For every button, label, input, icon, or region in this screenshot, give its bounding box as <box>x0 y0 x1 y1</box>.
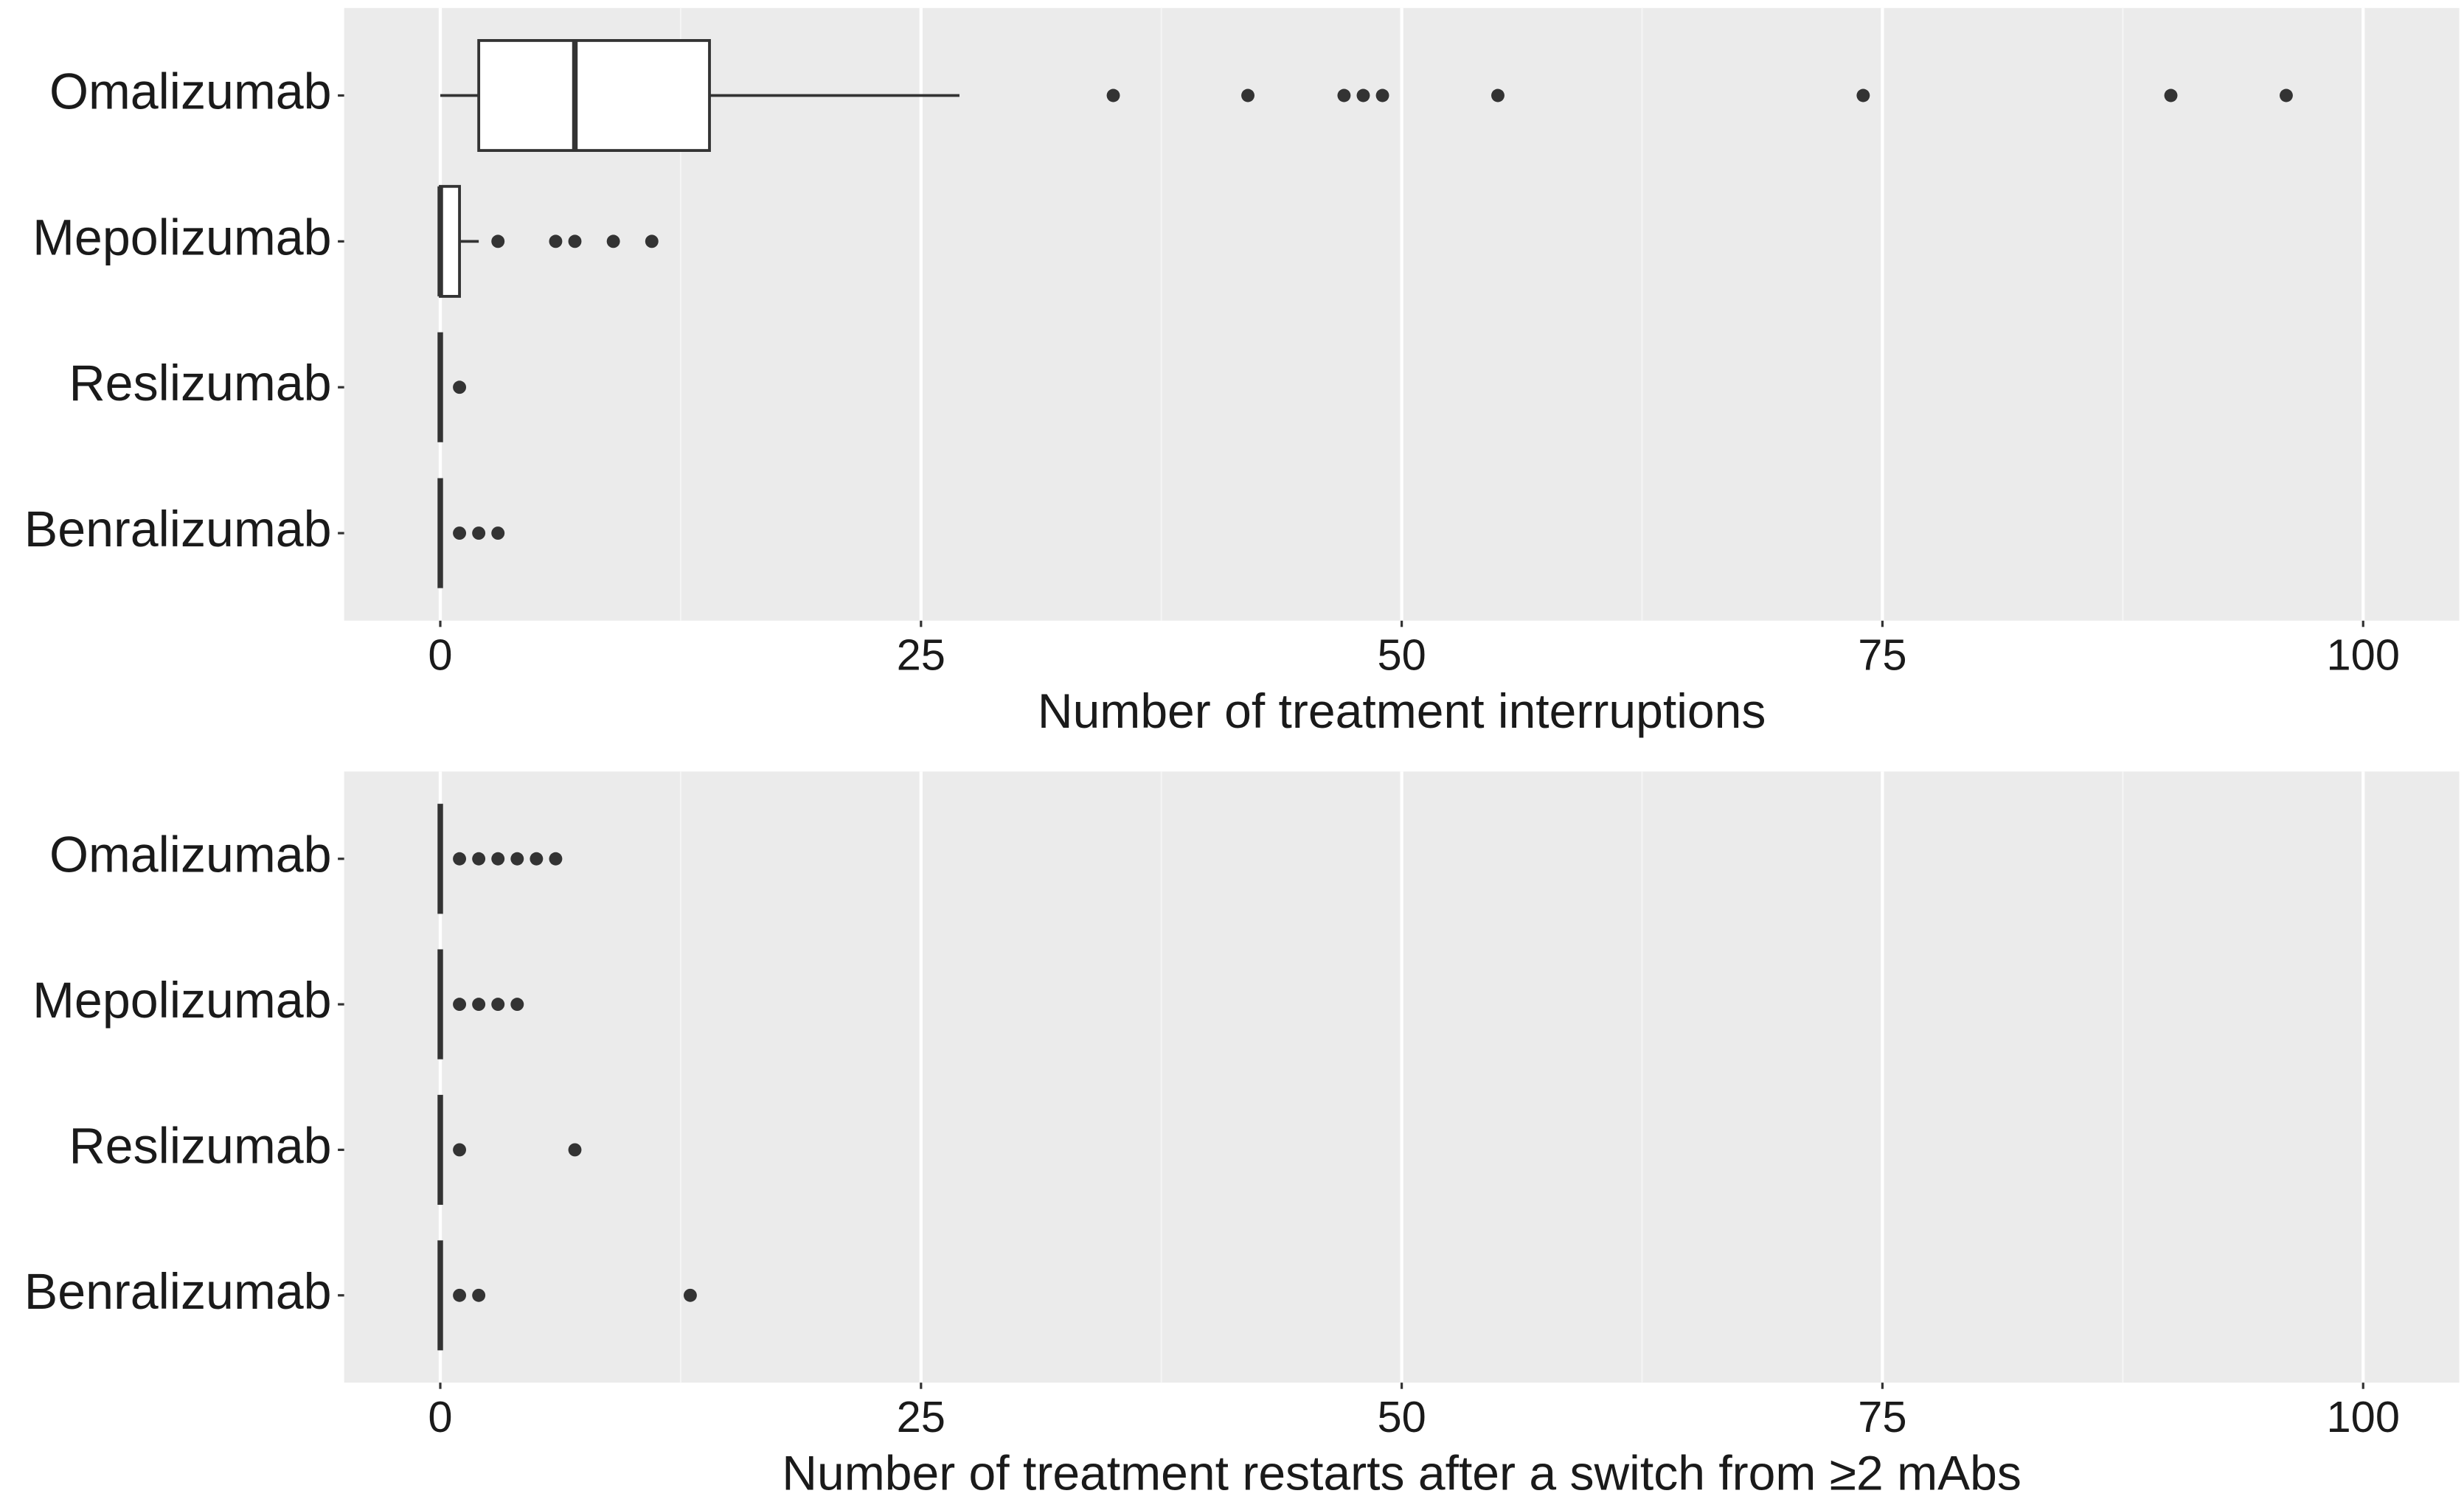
outlier <box>453 998 467 1012</box>
y-tick-label: Reslizumab <box>69 355 331 411</box>
outlier <box>606 234 620 248</box>
x-tick-label: 50 <box>1377 1392 1426 1441</box>
outlier <box>453 1143 467 1157</box>
outlier <box>549 852 563 866</box>
x-tick-label: 0 <box>428 630 452 680</box>
outlier <box>472 526 486 540</box>
y-tick-label: Benralizumab <box>24 501 332 557</box>
x-axis-label: Number of treatment interruptions <box>1038 684 1766 738</box>
outlier <box>491 852 505 866</box>
outlier <box>472 1288 486 1302</box>
outlier <box>510 998 524 1012</box>
outlier <box>453 526 467 540</box>
x-tick-label: 75 <box>1858 1392 1906 1441</box>
outlier <box>472 852 486 866</box>
outlier <box>1375 88 1389 102</box>
outlier <box>683 1288 697 1302</box>
x-tick-label: 50 <box>1377 630 1426 680</box>
outlier <box>1241 88 1254 102</box>
outlier <box>645 234 659 248</box>
x-tick-label: 100 <box>2326 1392 2400 1441</box>
x-tick-label: 75 <box>1858 630 1906 680</box>
y-tick-label: Omalizumab <box>49 64 332 120</box>
outlier <box>568 1143 582 1157</box>
outlier <box>1356 88 1370 102</box>
box <box>439 184 461 298</box>
outlier <box>453 1288 467 1302</box>
y-tick-label: Benralizumab <box>24 1264 332 1320</box>
x-tick-label: 25 <box>897 1392 945 1441</box>
outlier <box>1337 88 1351 102</box>
outlier <box>2280 88 2293 102</box>
y-tick-label: Mepolizumab <box>32 209 331 265</box>
outlier <box>1106 88 1120 102</box>
outlier <box>568 234 582 248</box>
x-tick-label: 100 <box>2326 630 2400 680</box>
outlier <box>472 998 486 1012</box>
outlier <box>530 852 544 866</box>
outlier <box>1491 88 1505 102</box>
y-tick-label: Mepolizumab <box>32 973 331 1029</box>
x-tick-label: 25 <box>897 630 945 680</box>
outlier <box>491 234 505 248</box>
y-tick-label: Reslizumab <box>69 1118 331 1174</box>
outlier <box>491 998 505 1012</box>
outlier <box>549 234 563 248</box>
x-tick-label: 0 <box>428 1392 452 1441</box>
outlier <box>2164 88 2178 102</box>
outlier <box>453 852 467 866</box>
box <box>477 39 711 152</box>
outlier <box>1856 88 1870 102</box>
outlier <box>453 380 467 394</box>
outlier <box>491 526 505 540</box>
y-tick-label: Omalizumab <box>49 827 332 883</box>
x-axis-label: Number of treatment restarts after a swi… <box>782 1445 2021 1499</box>
outlier <box>510 852 524 866</box>
